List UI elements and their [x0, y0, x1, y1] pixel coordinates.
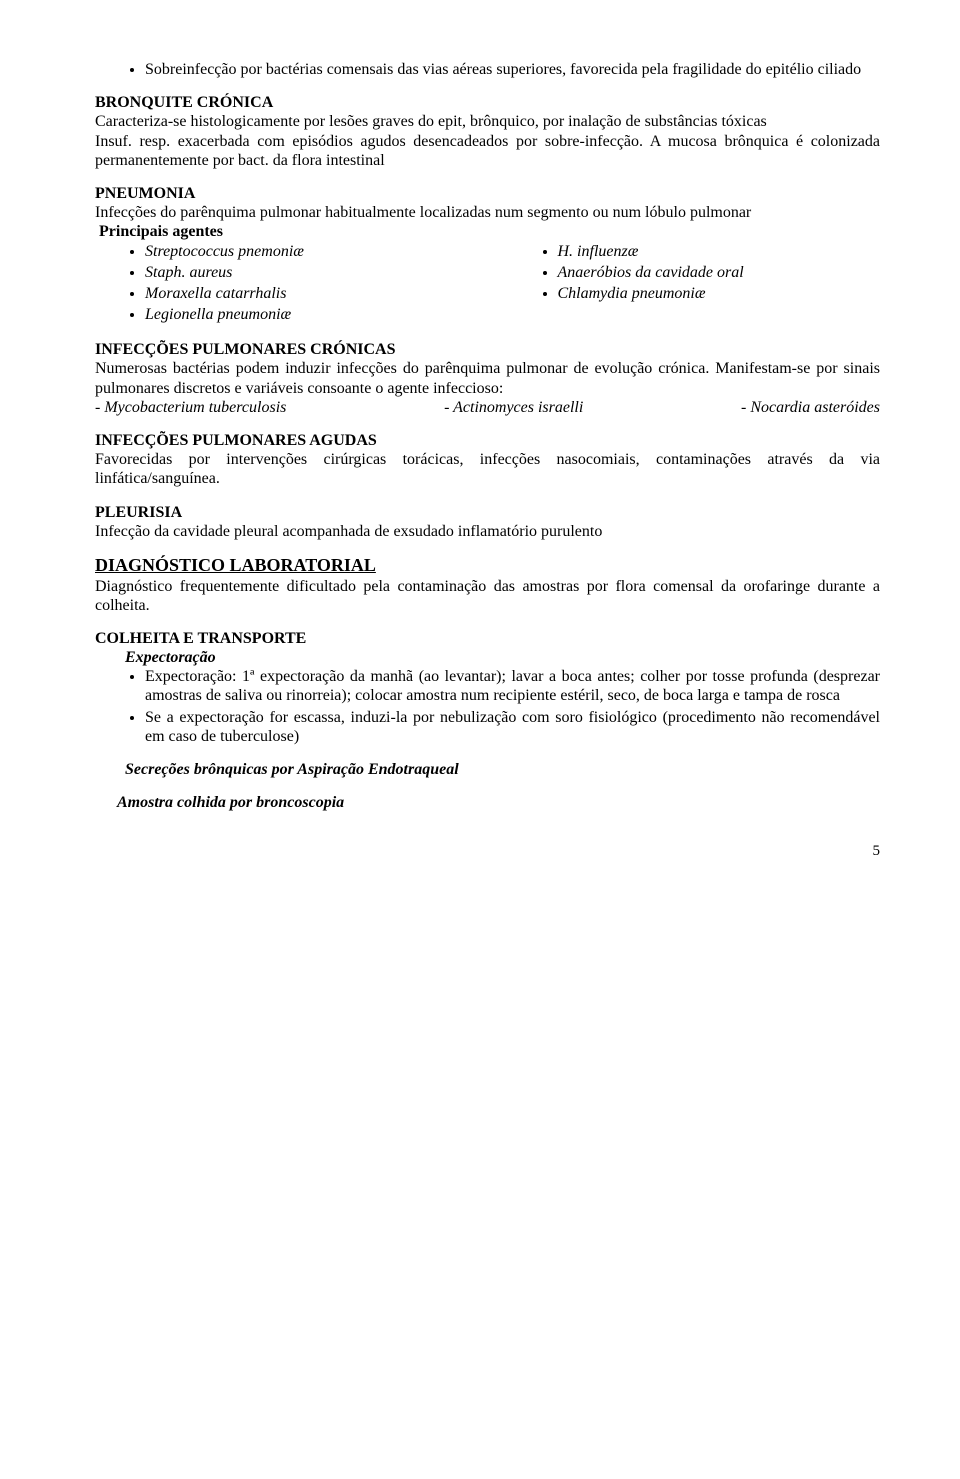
top-bullet-list: Sobreinfecção por bactérias comensais da…: [125, 60, 880, 79]
pneumonia-agents-columns: Streptococcus pnemoniæ Staph. aureus Mor…: [95, 242, 880, 327]
pleurisia-title: PLEURISIA: [95, 503, 880, 522]
agent-item: Chlamydia pneumoniæ: [558, 284, 881, 303]
pneumonia-agents-left: Streptococcus pnemoniæ Staph. aureus Mor…: [125, 242, 468, 327]
cronicas-title: INFECÇÕES PULMONARES CRÓNICAS: [95, 340, 880, 359]
cronicas-item: - Nocardia asteróides: [741, 398, 880, 417]
colheita-sub3: Amostra colhida por broncoscopia: [117, 793, 880, 812]
diagnostico-title: DIAGNÓSTICO LABORATORIAL: [95, 555, 880, 577]
agent-item: Legionella pneumoniæ: [145, 305, 468, 324]
pneumonia-title: PNEUMONIA: [95, 184, 880, 203]
page-number: 5: [95, 842, 880, 860]
colheita-bullet-item: Se a expectoração for escassa, induzi-la…: [145, 708, 880, 746]
cronicas-text: Numerosas bactérias podem induzir infecç…: [95, 359, 880, 397]
colheita-bullets: Expectoração: 1ª expectoração da manhã (…: [125, 667, 880, 746]
agent-item: Staph. aureus: [145, 263, 468, 282]
pleurisia-text: Infecção da cavidade pleural acompanhada…: [95, 522, 880, 541]
bronquite-text2: Insuf. resp. exacerbada com episódios ag…: [95, 132, 880, 170]
colheita-bullet-item: Expectoração: 1ª expectoração da manhã (…: [145, 667, 880, 705]
agent-item: H. influenzæ: [558, 242, 881, 261]
agent-item: Moraxella catarrhalis: [145, 284, 468, 303]
top-bullet-item: Sobreinfecção por bactérias comensais da…: [145, 60, 880, 79]
colheita-sub1: Expectoração: [125, 648, 880, 667]
agudas-title: INFECÇÕES PULMONARES AGUDAS: [95, 431, 880, 450]
agent-item: Streptococcus pnemoniæ: [145, 242, 468, 261]
bronquite-title: BRONQUITE CRÓNICA: [95, 93, 880, 112]
bronquite-text: Caracteriza-se histologicamente por lesõ…: [95, 112, 880, 131]
cronicas-items-row: - Mycobacterium tuberculosis - Actinomyc…: [95, 398, 880, 417]
colheita-title: COLHEITA E TRANSPORTE: [95, 629, 880, 648]
cronicas-item: - Actinomyces israelli: [444, 398, 583, 417]
agent-item: Anaeróbios da cavidade oral: [558, 263, 881, 282]
diagnostico-text: Diagnóstico frequentemente dificultado p…: [95, 577, 880, 615]
cronicas-item: - Mycobacterium tuberculosis: [95, 398, 286, 417]
agudas-text: Favorecidas por intervenções cirúrgicas …: [95, 450, 880, 488]
colheita-sub2: Secreções brônquicas por Aspiração Endot…: [125, 760, 880, 779]
pneumonia-text: Infecções do parênquima pulmonar habitua…: [95, 203, 880, 222]
pneumonia-subheading: Principais agentes: [99, 222, 880, 241]
pneumonia-agents-right: H. influenzæ Anaeróbios da cavidade oral…: [538, 242, 881, 327]
